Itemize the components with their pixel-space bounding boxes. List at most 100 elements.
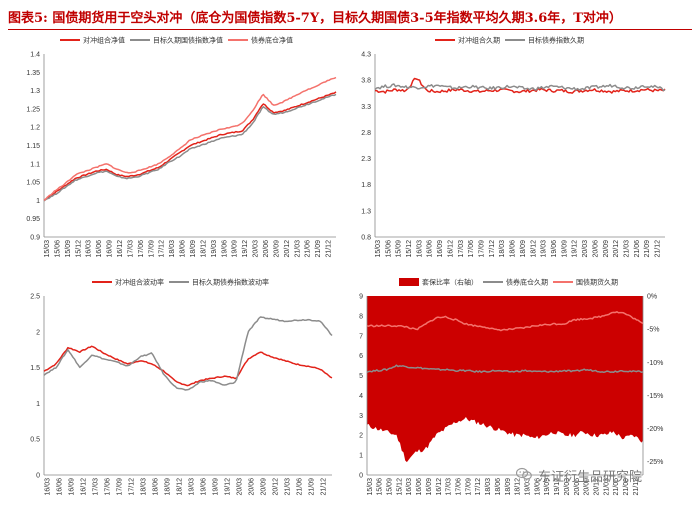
series-line-0	[43, 345, 333, 387]
y-tick-label: 2	[359, 433, 363, 440]
x-tick-label: 19/09	[212, 478, 219, 496]
x-tick-label: 21/12	[633, 478, 640, 496]
x-tick-label: 17/03	[92, 478, 99, 496]
y2-tick-label: -25%	[647, 459, 663, 466]
x-tick-label: 16/06	[416, 478, 423, 496]
legend-swatch-0	[399, 278, 419, 286]
x-tick-label: 19/12	[224, 478, 231, 496]
x-tick-label: 21/03	[284, 478, 291, 496]
y-tick-label: 1.3	[30, 88, 40, 95]
x-tick-label: 18/03	[169, 240, 176, 258]
volatility-chart: 0 0.5 1 1.5 2 2.5 16/03 16/06 16/09 16/12 17/03 17/…	[30, 278, 333, 496]
x-tick-label: 18/03	[140, 478, 147, 496]
x-tick-label: 21/09	[315, 240, 322, 258]
x-tick-label: 21/06	[296, 478, 303, 496]
x-tick-label: 19/03	[188, 478, 195, 496]
y-tick-label: 3.3	[361, 104, 371, 111]
legend-label-2: 国债期货久期	[576, 278, 618, 287]
x-tick-label: 15/12	[396, 478, 403, 496]
x-tick-label: 19/03	[541, 240, 548, 258]
y-tick-label: 0.8	[361, 235, 371, 242]
legend-label-1: 目标久期国债指数净值	[153, 36, 223, 45]
duration-legend: 对冲组合久期 目标债券指数久期	[435, 36, 584, 45]
x-tick-label: 21/03	[294, 240, 301, 258]
series-line-0	[375, 77, 666, 94]
x-tick-label: 17/06	[138, 240, 145, 258]
x-tick-label: 18/06	[510, 240, 517, 258]
x-tick-label: 18/09	[164, 478, 171, 496]
x-tick-label: 15/03	[367, 478, 374, 496]
x-tick-label: 19/12	[572, 240, 579, 258]
series-line-0	[43, 91, 337, 201]
x-tick-label: 20/03	[582, 240, 589, 258]
y-tick-label: 9	[359, 294, 363, 301]
y-tick-label: 0	[36, 473, 40, 480]
x-tick-label: 21/03	[624, 240, 631, 258]
x-tick-label: 21/12	[655, 240, 662, 258]
x-tick-label: 17/09	[479, 240, 486, 258]
x-tick-label: 18/03	[485, 478, 492, 496]
x-tick-label: 19/09	[561, 240, 568, 258]
y-tick-label: 1	[36, 198, 40, 205]
x-tick-label: 15/09	[387, 478, 394, 496]
x-tick-label: 18/09	[190, 240, 197, 258]
x-tick-label: 19/12	[554, 478, 561, 496]
x-tick-label: 16/09	[426, 478, 433, 496]
y-tick-label: 1	[36, 401, 40, 408]
x-tick-label: 18/06	[180, 240, 187, 258]
x-tick-label: 19/12	[242, 240, 249, 258]
y-tick-label: 7	[359, 333, 363, 340]
x-tick-label: 19/03	[525, 478, 532, 496]
x-tick-label: 18/06	[495, 478, 502, 496]
x-tick-label: 20/12	[284, 240, 291, 258]
y2-tick-label: -20%	[647, 426, 663, 433]
x-tick-label: 20/06	[574, 478, 581, 496]
y-tick-label: 1.15	[26, 143, 40, 150]
y-tick-label: 0.9	[30, 235, 40, 242]
y2-tick-label: -5%	[647, 327, 659, 334]
y-tick-label: 1.3	[361, 208, 371, 215]
x-tick-label: 15/12	[406, 240, 413, 258]
figure-title: 图表5: 国债期货用于空头对冲（底仓为国债指数5-7Y，目标久期国债3-5年指数…	[8, 11, 622, 26]
y-tick-label: 1.2	[30, 125, 40, 132]
x-tick-label: 21/09	[308, 478, 315, 496]
x-tick-label: 19/03	[211, 240, 218, 258]
x-tick-label: 15/09	[65, 240, 72, 258]
watermark-text: 东证衍生品研究院	[538, 470, 643, 485]
x-tick-label: 20/09	[273, 240, 280, 258]
y-tick-label: 2.5	[30, 294, 40, 301]
nav-legend: 对冲组合净值 目标久期国债指数净值 债券底仓净值	[60, 36, 293, 45]
y-tick-label: 1.4	[30, 52, 40, 59]
margin-legend: 套保比率（右轴） 债券底仓久期 国债期货久期	[399, 278, 618, 287]
x-tick-label: 15/03	[44, 240, 51, 258]
x-tick-label: 16/03	[416, 240, 423, 258]
x-tick-label: 16/06	[56, 478, 63, 496]
wechat-icon	[516, 467, 532, 480]
x-tick-label: 17/12	[475, 478, 482, 496]
y-tick-label: 6	[359, 353, 363, 360]
x-tick-label: 20/06	[592, 240, 599, 258]
x-tick-label: 15/06	[385, 240, 392, 258]
x-tick-label: 16/12	[117, 240, 124, 258]
legend-label-0: 对冲组合久期	[458, 36, 500, 45]
x-tick-label: 17/09	[148, 240, 155, 258]
x-tick-label: 19/06	[221, 240, 228, 258]
y-tick-label: 2	[36, 329, 40, 336]
x-tick-label: 16/12	[80, 478, 87, 496]
y-tick-label: 1.05	[26, 180, 40, 187]
y-tick-label: 1.8	[361, 182, 371, 189]
volatility-plot: 0 0.5 1 1.5 2 2.5 16/03 16/06 16/09 16/12 17/03 17/…	[30, 294, 333, 496]
x-tick-label: 17/03	[127, 240, 134, 258]
x-tick-label: 17/12	[489, 240, 496, 258]
x-tick-label: 16/06	[427, 240, 434, 258]
y-tick-label: 4	[359, 393, 363, 400]
series-line-2	[366, 311, 644, 332]
y-tick-label: 0.5	[30, 437, 40, 444]
x-tick-label: 16/03	[44, 478, 51, 496]
x-tick-label: 16/03	[406, 478, 413, 496]
x-tick-label: 16/12	[447, 240, 454, 258]
legend-label-0: 套保比率（右轴）	[422, 278, 478, 287]
legend-label-1: 目标久期债券指数波动率	[192, 278, 269, 287]
duration-chart: 0.81.31.82.32.83.33.84.315/03 15/06 15/09 1…	[361, 36, 666, 258]
series-line-1	[43, 316, 333, 391]
